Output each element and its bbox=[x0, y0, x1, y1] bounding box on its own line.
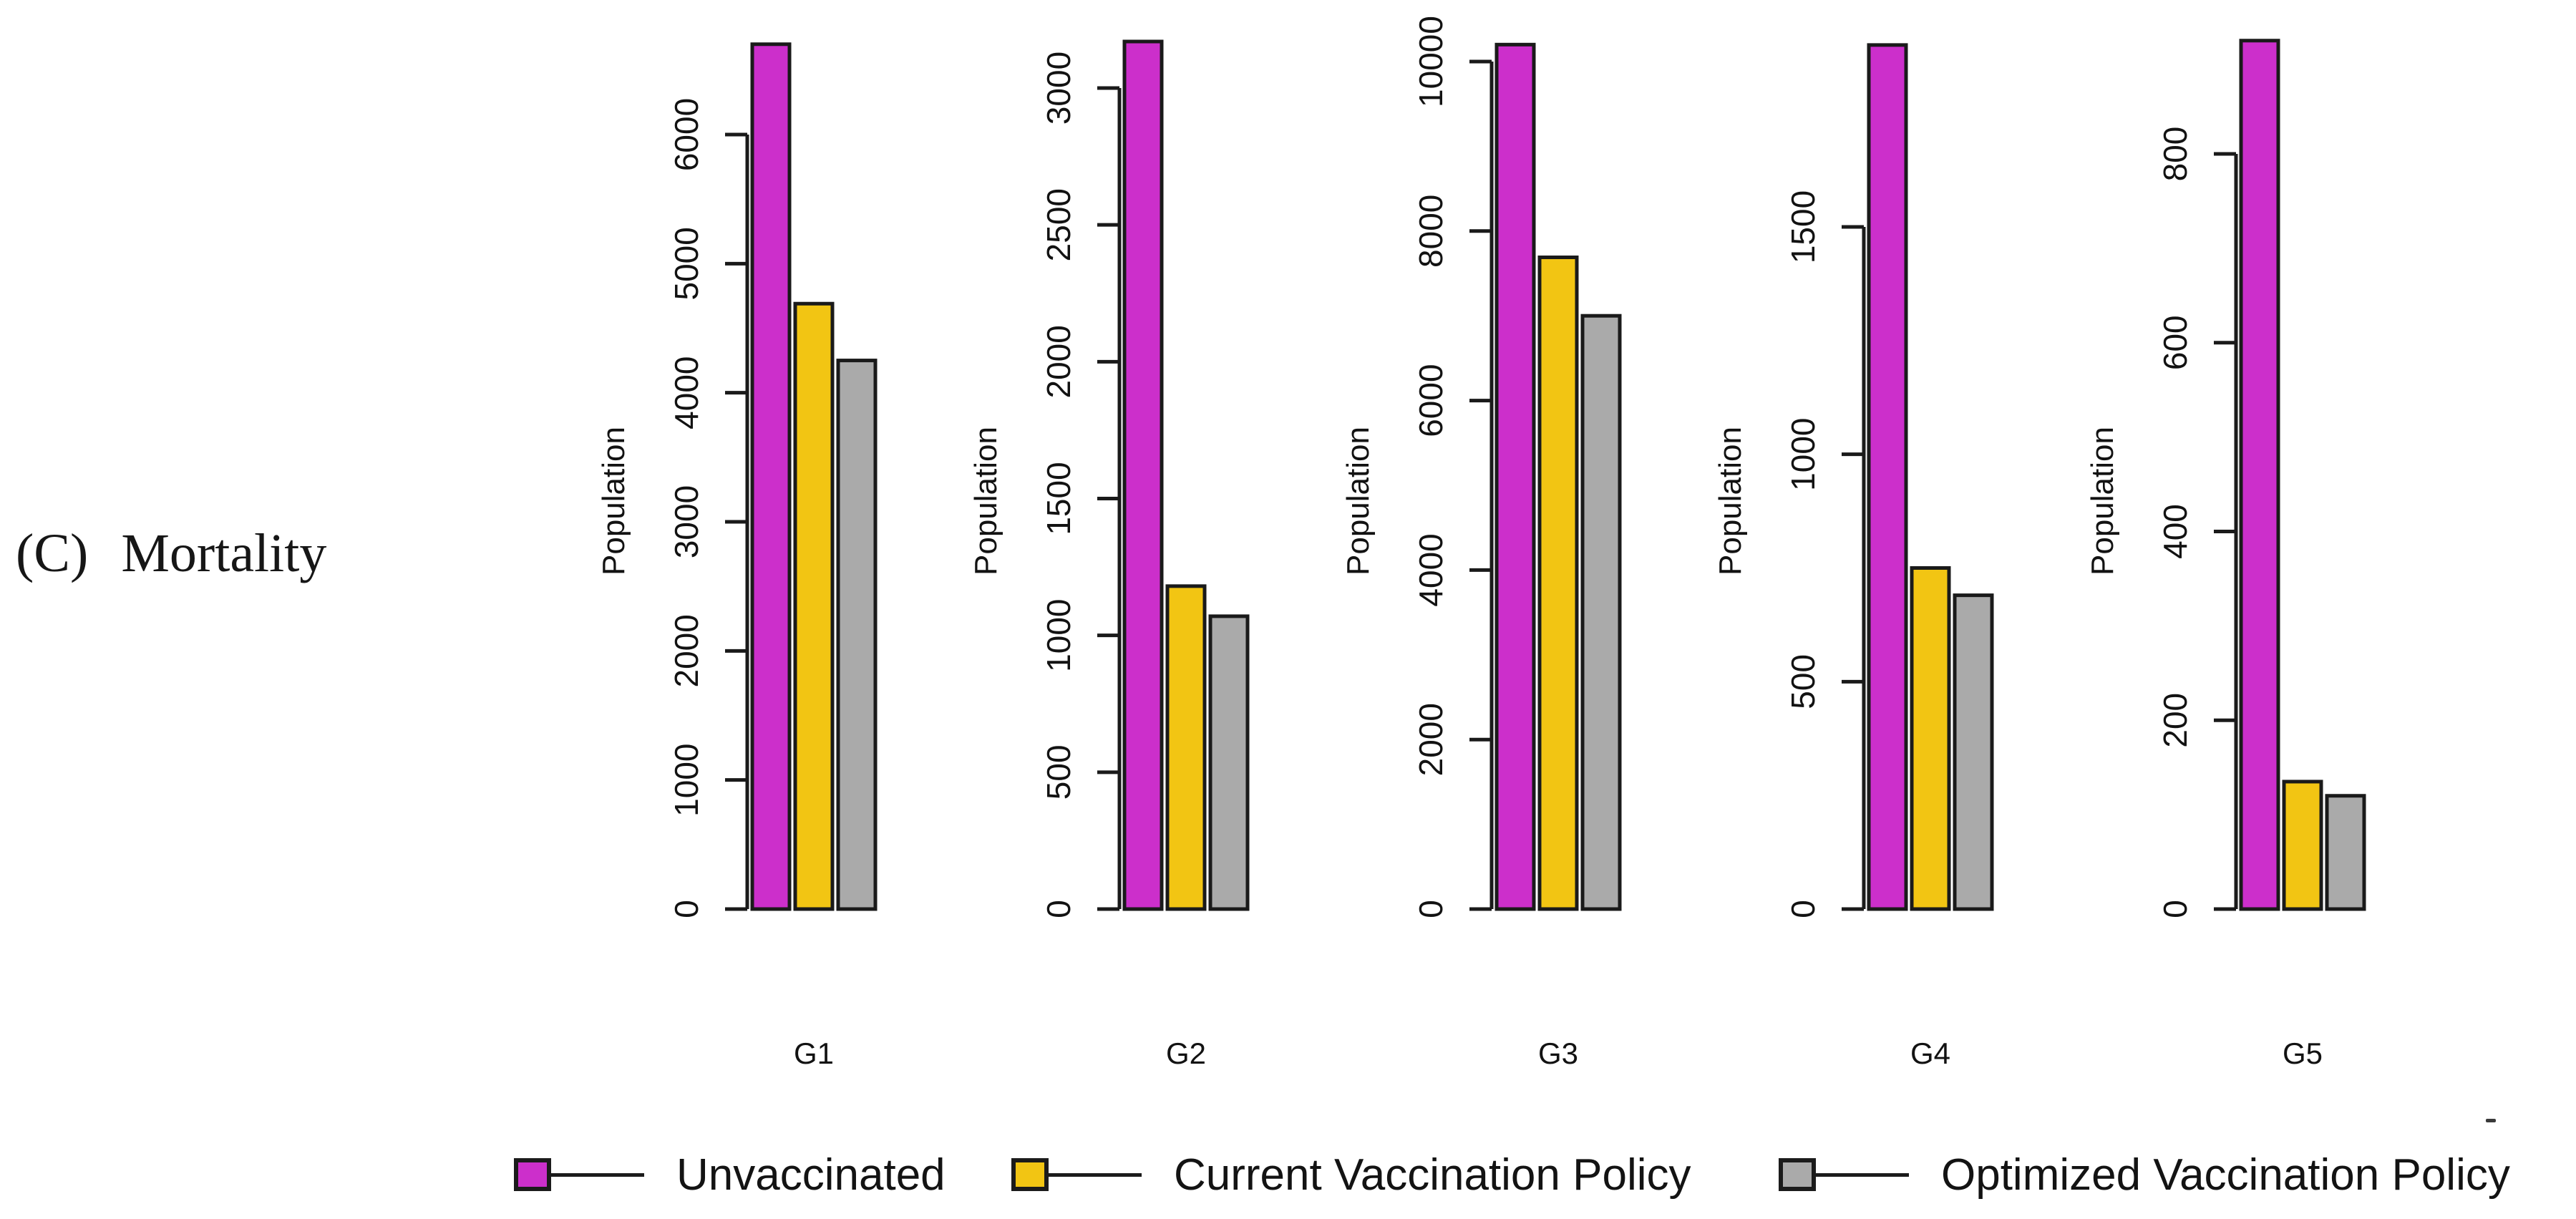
bar-g3-optimized-vaccination-policy bbox=[1580, 314, 1622, 911]
y-tick-label: 2500 bbox=[1040, 188, 1077, 261]
y-tick-label: 400 bbox=[2157, 504, 2194, 559]
bar-g5-unvaccinated bbox=[2239, 39, 2280, 911]
bar-g3-unvaccinated bbox=[1494, 42, 1536, 911]
y-tick-label: 3000 bbox=[668, 485, 705, 558]
x-category-label-g1: G1 bbox=[794, 1036, 834, 1070]
y-axis-title: Population bbox=[2085, 427, 2120, 575]
panel-g2: 0 500 1000 1500 2000 2500 3000 Population G2 bbox=[968, 39, 1250, 1070]
panel-g5: 0 200 400 600 800 Population G5 bbox=[2085, 39, 2366, 1070]
y-tick-label: 0 bbox=[668, 900, 705, 918]
y-tick-label: 500 bbox=[1784, 654, 1822, 709]
bar-g4-optimized-vaccination-policy bbox=[1953, 593, 1994, 911]
figure-panel-title: Mortality bbox=[121, 523, 327, 583]
y-tick-label: 3000 bbox=[1040, 52, 1077, 125]
x-category-label-g4: G4 bbox=[1910, 1036, 1950, 1070]
figure-panel-letter: (C) bbox=[16, 523, 89, 583]
panel-g4: 0 500 1000 1500 Population G4 bbox=[1713, 43, 1994, 1070]
y-tick-label: 0 bbox=[2157, 900, 2194, 918]
y-tick-label: 0 bbox=[1040, 900, 1077, 918]
bar-g1-current-vaccination-policy bbox=[793, 301, 835, 911]
panel-g1: 0 1000 2000 3000 4000 5000 6000 Population G1 bbox=[596, 42, 878, 1070]
bar-g2-current-vaccination-policy bbox=[1165, 584, 1207, 911]
y-tick-label: 6000 bbox=[1412, 364, 1449, 437]
bar-g3-current-vaccination-policy bbox=[1537, 256, 1579, 911]
y-axis-title: Population bbox=[596, 427, 631, 575]
bar-g4-current-vaccination-policy bbox=[1910, 566, 1951, 911]
y-tick-label: 1000 bbox=[668, 743, 705, 816]
y-tick-label: 5000 bbox=[668, 227, 705, 300]
y-tick-label: 2000 bbox=[668, 614, 705, 687]
bar-g5-current-vaccination-policy bbox=[2282, 780, 2323, 911]
bar-g1-unvaccinated bbox=[750, 42, 792, 911]
bar-g2-unvaccinated bbox=[1122, 39, 1164, 911]
y-tick-label: 800 bbox=[2157, 127, 2194, 182]
speck-artifact bbox=[2486, 1119, 2496, 1122]
y-axis-title: Population bbox=[968, 427, 1003, 575]
bar-g2-optimized-vaccination-policy bbox=[1208, 614, 1250, 911]
y-tick-label: 500 bbox=[1040, 744, 1077, 800]
x-category-label-g5: G5 bbox=[2283, 1036, 2323, 1070]
y-tick-label: 1000 bbox=[1784, 417, 1822, 490]
y-tick-label: 0 bbox=[1784, 900, 1822, 918]
x-category-label-g2: G2 bbox=[1166, 1036, 1206, 1070]
y-tick-label: 4000 bbox=[1412, 533, 1449, 606]
y-tick-label: 600 bbox=[2157, 315, 2194, 370]
y-tick-label: 10000 bbox=[1412, 16, 1449, 107]
y-tick-label: 8000 bbox=[1412, 195, 1449, 268]
y-tick-label: 1500 bbox=[1040, 462, 1077, 535]
figure-panel-label: (C) Mortality bbox=[16, 523, 326, 585]
x-category-label-g3: G3 bbox=[1538, 1036, 1578, 1070]
bar-g4-unvaccinated bbox=[1867, 43, 1908, 911]
y-axis-title: Population bbox=[1341, 427, 1376, 575]
y-tick-label: 200 bbox=[2157, 693, 2194, 748]
y-tick-label: 2000 bbox=[1412, 703, 1449, 776]
y-tick-label: 2000 bbox=[1040, 325, 1077, 398]
bar-g5-optimized-vaccination-policy bbox=[2325, 794, 2366, 911]
bar-g1-optimized-vaccination-policy bbox=[836, 359, 878, 911]
y-tick-label: 0 bbox=[1412, 900, 1449, 918]
y-tick-label: 6000 bbox=[668, 98, 705, 171]
y-axis-title: Population bbox=[1713, 427, 1748, 575]
panel-g3: 0 2000 4000 6000 8000 10000 Population G3 bbox=[1341, 16, 1622, 1070]
y-tick-label: 1500 bbox=[1784, 190, 1822, 263]
y-tick-label: 4000 bbox=[668, 356, 705, 429]
y-tick-label: 1000 bbox=[1040, 598, 1077, 671]
